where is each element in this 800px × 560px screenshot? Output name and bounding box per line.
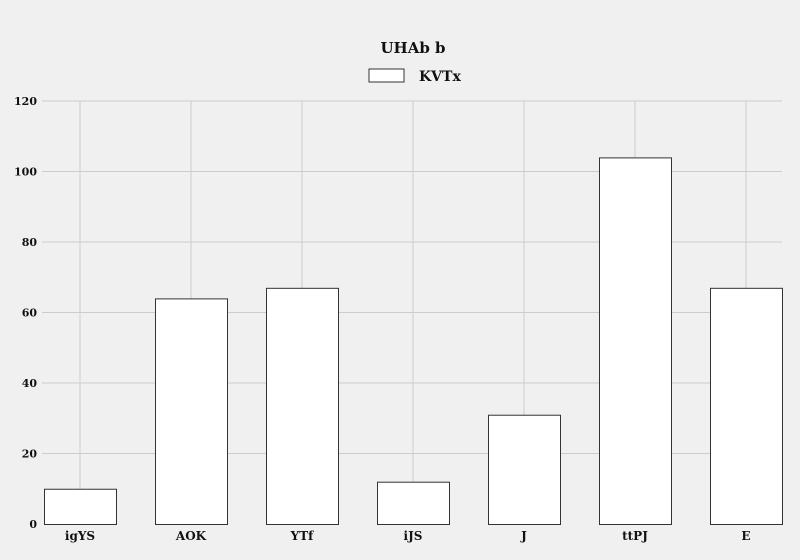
bar[interactable] <box>44 488 117 525</box>
bar[interactable] <box>266 287 339 526</box>
legend-label: KVTx <box>419 69 461 85</box>
x-tick-label: ttPJ <box>622 529 648 543</box>
x-tick-label: iJS <box>404 529 423 543</box>
bar[interactable] <box>599 157 672 525</box>
x-tick-label: YTf <box>290 529 314 543</box>
y-tick-label: 120 <box>14 95 37 108</box>
y-tick-label: 40 <box>22 377 38 390</box>
y-tick-label: 100 <box>14 166 37 179</box>
legend-swatch <box>368 68 405 83</box>
bar[interactable] <box>710 287 783 526</box>
y-axis-tick-labels: 0 20 40 60 80 100 120 <box>14 95 37 531</box>
bar[interactable] <box>377 481 450 526</box>
bar[interactable] <box>155 298 228 525</box>
y-tick-label: 60 <box>22 307 38 320</box>
x-tick-label: E <box>741 529 750 543</box>
chart-title: UHAb b <box>380 39 445 57</box>
y-tick-label: 20 <box>22 448 38 461</box>
x-tick-label: igYS <box>65 529 95 543</box>
legend[interactable]: KVTx <box>368 68 461 85</box>
y-tick-label: 80 <box>22 236 38 249</box>
x-tick-label: J <box>520 529 527 543</box>
y-tick-label: 0 <box>29 518 37 531</box>
x-tick-label: AOK <box>175 529 207 543</box>
bars <box>44 157 783 526</box>
bar[interactable] <box>488 414 561 526</box>
